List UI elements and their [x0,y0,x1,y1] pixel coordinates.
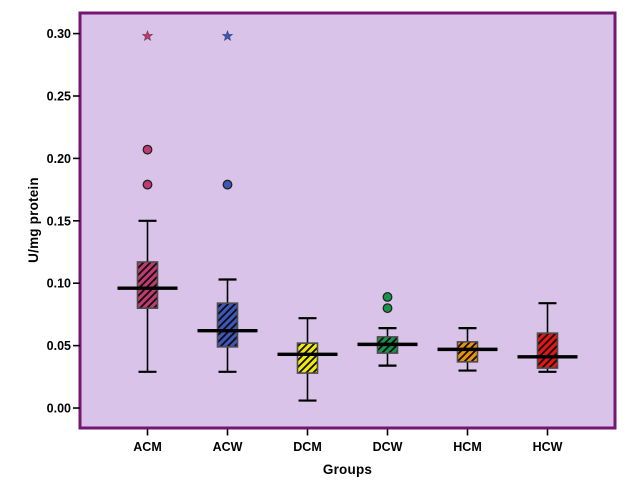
boxplot-group-hcm [437,327,498,372]
box-hatch-hcm [457,341,478,362]
box-outline-acw [216,302,239,348]
x-tick-label-HCM: HCM [453,440,481,454]
x-tick-label-DCM: DCM [293,440,321,454]
x-tick-label-ACM: ACM [133,440,161,454]
extreme-star-acw-0 [221,29,234,42]
boxplot-group-hcw [517,302,578,373]
y-tick-label-0.15: 0.15 [47,214,71,228]
boxplot-group-dcm [277,317,338,402]
outlier-circle-dcw-1 [382,291,393,302]
box-outline-acm [136,261,159,309]
box-hatch-acm [137,262,158,309]
boxplot-group-dcw [357,291,418,367]
y-tick-label-0.10: 0.10 [47,277,71,291]
box-outline-hcm [456,341,479,363]
outlier-circle-acm-1 [142,144,153,155]
y-tick-label-0.25: 0.25 [47,90,71,104]
boxplot-group-acm [117,29,178,373]
outlier-circle-acw-0 [222,179,233,190]
x-tick-label-HCW: HCW [533,440,563,454]
x-axis-title: Groups [322,462,373,477]
extreme-star-acm-0 [141,29,154,42]
y-tick-label-0.05: 0.05 [47,339,71,353]
box-hatch-hcw [537,333,558,369]
outlier-circle-dcw-0 [382,303,393,314]
x-tick-label-DCW: DCW [373,440,403,454]
y-axis-title: U/mg protein [26,177,41,263]
outlier-circle-acm-0 [142,179,153,190]
box-outline-dcm [296,342,319,374]
x-tick-label-ACW: ACW [213,440,243,454]
plot-area [78,11,617,430]
y-tick-label-0.00: 0.00 [47,402,71,416]
box-outline-hcw [536,332,559,369]
y-tick-label-0.20: 0.20 [47,152,71,166]
box-hatch-dcm [297,343,318,374]
y-tick-label-0.30: 0.30 [47,27,71,41]
box-hatch-acw [217,303,238,347]
boxplot-group-acw [197,29,258,373]
